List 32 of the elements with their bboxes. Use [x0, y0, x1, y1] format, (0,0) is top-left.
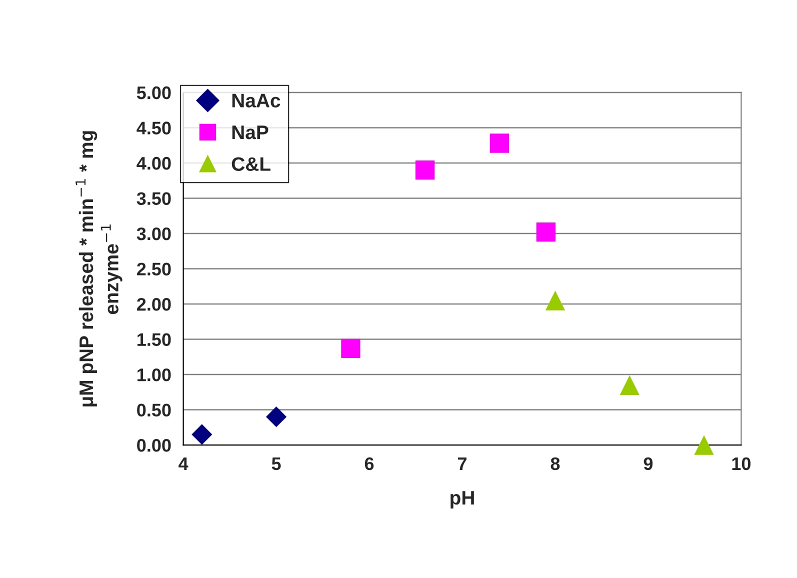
x-tick-label: 7	[458, 458, 466, 470]
y-tick-label: 4.00	[136, 156, 171, 170]
x-tick-label: 5	[272, 458, 281, 470]
x-tick-label: 4	[178, 458, 188, 470]
x-tick-label: 8	[550, 457, 560, 470]
point	[545, 290, 566, 310]
y-tick-label: 3.00	[136, 227, 171, 240]
y-tick-label: 0.50	[137, 404, 171, 417]
point	[620, 375, 640, 395]
point	[415, 160, 435, 180]
x-tick-label: 6	[364, 457, 374, 470]
x-tick-label: 9	[644, 457, 653, 470]
y-tick-label: 0.00	[137, 438, 171, 452]
y-tick-label: 2.00	[136, 298, 171, 311]
point	[694, 435, 714, 455]
point	[490, 134, 510, 153]
legend-label: C&L	[232, 157, 270, 171]
y-tick-label: 2.50	[136, 262, 171, 276]
x-tick-label: 10	[732, 457, 751, 470]
x-axis-title: pH	[450, 491, 474, 508]
point	[192, 424, 212, 445]
legend-label: NaP	[232, 126, 268, 140]
point	[341, 338, 360, 358]
text: μM pNP released * min$^{−1}$ * mg enzyme$^{−1}$	[76, 131, 122, 406]
y-tick-label: 1.00	[138, 368, 171, 382]
y-tick-label: 1.50	[138, 333, 171, 346]
y-tick-label: 4.50	[136, 122, 171, 134]
point	[266, 406, 287, 428]
legend-label: NaAc	[232, 94, 280, 108]
y-tick-label: 3.50	[136, 192, 171, 205]
y-tick-label: 5.00	[136, 86, 171, 100]
point	[536, 222, 556, 242]
